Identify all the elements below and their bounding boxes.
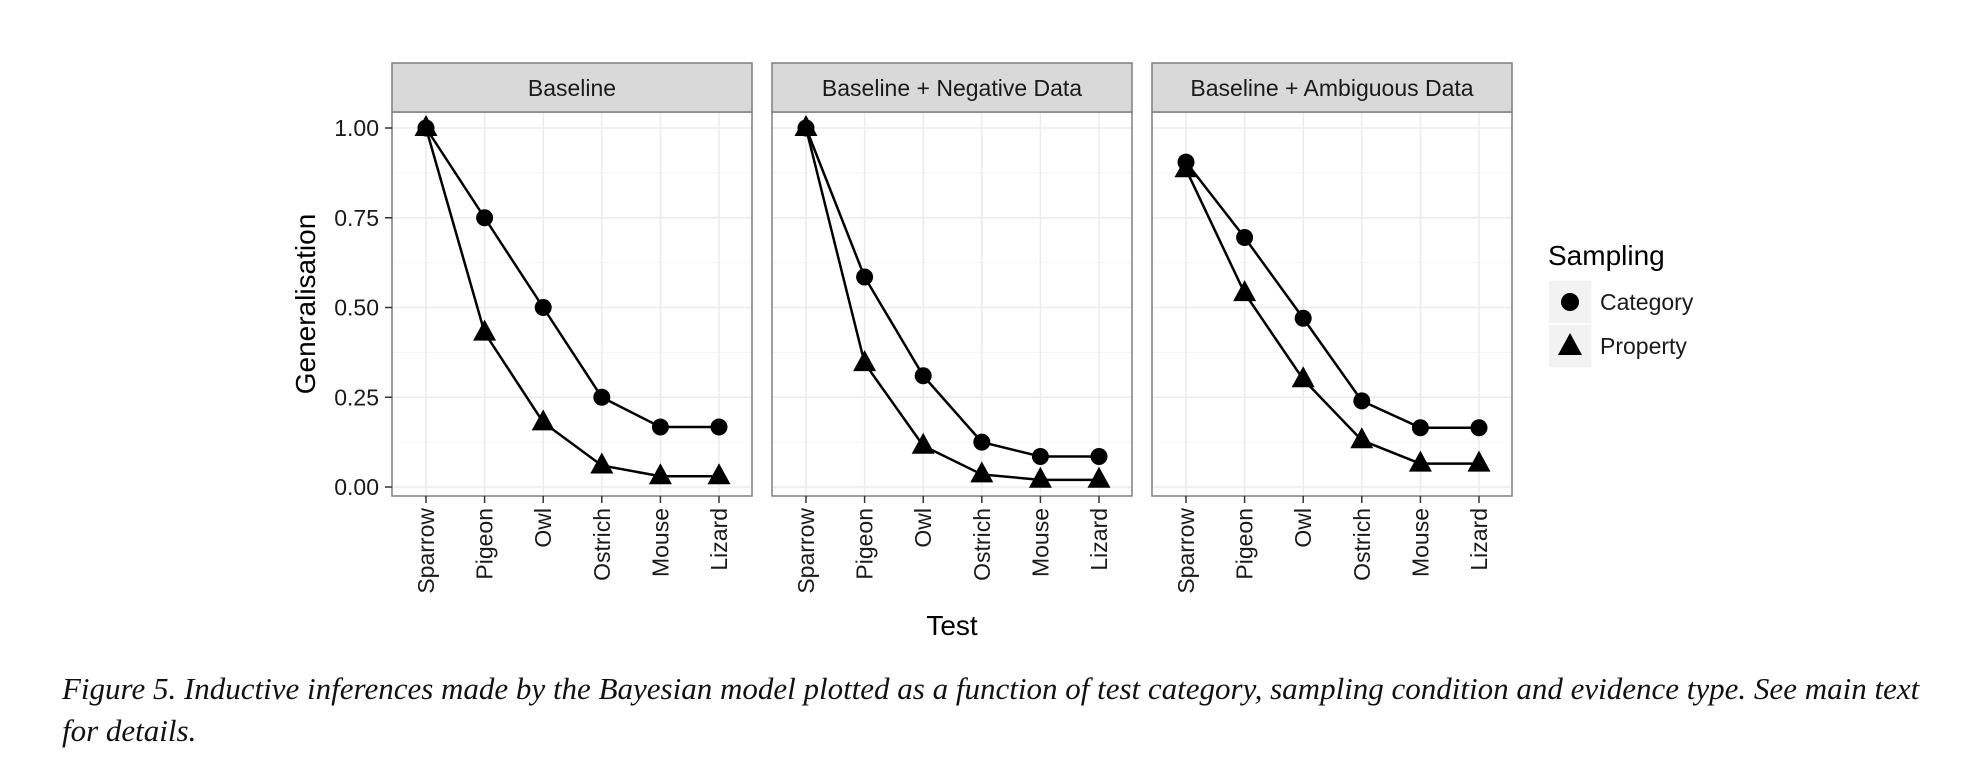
- legend-label: Property: [1600, 333, 1687, 359]
- data-point-category: [973, 433, 991, 451]
- data-point-property: [853, 350, 877, 372]
- data-point-category: [1411, 419, 1429, 437]
- y-tick-label: 0.00: [334, 474, 379, 500]
- data-point-category: [856, 268, 874, 286]
- y-tick-label: 0.50: [334, 295, 379, 321]
- facet-strip: [391, 62, 753, 113]
- data-point-property: [648, 463, 672, 485]
- x-tick-label: Mouse: [1027, 508, 1053, 577]
- panel-background: [392, 112, 752, 496]
- y-tick-label: 0.25: [334, 384, 379, 410]
- legend-label: Category: [1600, 289, 1694, 315]
- facet-title: Baseline: [528, 75, 616, 101]
- x-tick-label: Owl: [910, 508, 936, 548]
- data-point-category: [1294, 309, 1312, 327]
- data-point-property: [473, 319, 497, 341]
- data-point-property: [794, 114, 818, 136]
- x-tick-label: Pigeon: [852, 508, 878, 580]
- data-point-category: [534, 299, 552, 316]
- x-tick-label: Ostrich: [969, 508, 995, 581]
- series-line-property: [804, 127, 1099, 482]
- figure-caption: Figure 5. Inductive inferences made by t…: [62, 671, 1920, 748]
- x-tick-label: Pigeon: [472, 508, 498, 580]
- data-point-category: [1353, 392, 1371, 410]
- x-tick-label: Mouse: [1407, 508, 1433, 577]
- data-point-property: [1028, 466, 1052, 488]
- data-point-category: [1031, 447, 1049, 465]
- data-point-property: [414, 114, 438, 136]
- figure-chart: Baseline Sparrow Pigeon Owl Ostrich Mouse Liza…: [290, 62, 1694, 641]
- data-point-property: [1233, 280, 1257, 302]
- legend-triangle-icon: [1558, 333, 1582, 355]
- series-line-property: [424, 127, 719, 478]
- data-point-property: [970, 461, 994, 483]
- y-tick-label: 0.75: [334, 205, 379, 231]
- data-point-property: [707, 463, 731, 485]
- x-tick-label: Sparrow: [413, 508, 439, 594]
- series-line-category: [804, 127, 1099, 458]
- x-tick-label: Ostrich: [589, 508, 615, 581]
- data-point-category: [914, 367, 932, 385]
- legend-circle-icon: [1561, 293, 1579, 311]
- x-tick-label: Owl: [1290, 508, 1316, 548]
- data-point-category: [651, 418, 669, 436]
- data-point-category: [593, 388, 611, 406]
- panel-background: [1152, 112, 1512, 496]
- x-axis-title: Test: [926, 610, 978, 641]
- x-tick-label: Lizard: [706, 508, 732, 571]
- panel-background: [772, 112, 1132, 496]
- data-point-property: [911, 432, 935, 454]
- y-tick-label: 1.00: [334, 115, 379, 141]
- legend-title: Sampling: [1548, 240, 1665, 271]
- x-tick-label: Pigeon: [1232, 508, 1258, 580]
- x-tick-label: Ostrich: [1349, 508, 1375, 581]
- data-point-property: [1087, 466, 1111, 488]
- data-point-property: [590, 452, 614, 474]
- data-point-property: [1350, 427, 1374, 449]
- x-tick-label: Mouse: [647, 508, 673, 577]
- facet-title: Baseline + Ambiguous Data: [1190, 75, 1473, 101]
- series-line-category: [1185, 161, 1479, 430]
- facet-title: Baseline + Negative Data: [822, 75, 1082, 101]
- data-point-property: [531, 409, 555, 431]
- x-tick-label: Sparrow: [1173, 508, 1199, 594]
- data-point-category: [1090, 447, 1108, 465]
- series-line-property: [1184, 168, 1479, 465]
- data-point-property: [1467, 450, 1491, 472]
- data-point-category: [710, 418, 728, 436]
- data-point-property: [1291, 366, 1315, 388]
- y-axis-title: Generalisation: [290, 214, 321, 395]
- x-tick-label: Sparrow: [793, 508, 819, 594]
- data-point-category: [476, 209, 494, 227]
- data-point-category: [1470, 419, 1488, 437]
- data-point-category: [1236, 228, 1254, 246]
- x-tick-label: Lizard: [1086, 508, 1112, 571]
- x-tick-label: Lizard: [1466, 508, 1492, 571]
- series-line-category: [424, 127, 719, 429]
- data-point-property: [1174, 156, 1198, 178]
- facet-strip: [1151, 62, 1513, 113]
- facet-strip: [771, 62, 1133, 113]
- x-tick-label: Owl: [530, 508, 556, 548]
- data-point-property: [1408, 450, 1432, 472]
